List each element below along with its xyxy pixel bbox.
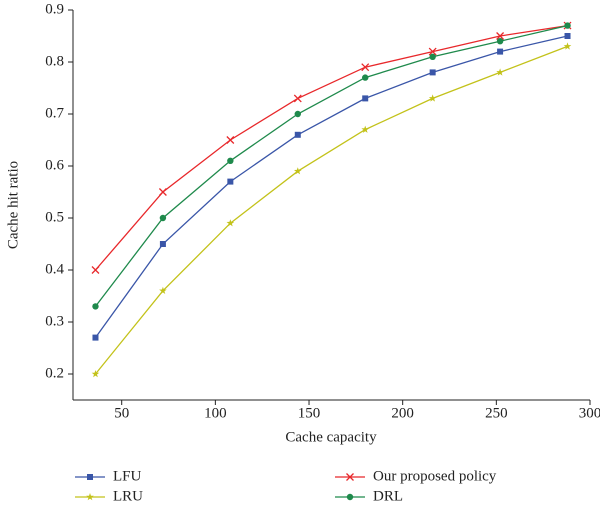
legend-marker <box>87 474 93 480</box>
data-point <box>293 94 302 103</box>
data-point <box>362 74 369 81</box>
data-point <box>91 266 100 274</box>
data-point <box>497 48 504 55</box>
legend-label: LFU <box>113 468 142 484</box>
data-point <box>293 167 302 175</box>
data-point <box>428 94 437 102</box>
y-tick-label: 0.2 <box>45 365 64 381</box>
series-line <box>94 45 568 375</box>
series-line <box>94 24 568 271</box>
data-point <box>496 68 504 76</box>
x-tick-label: 50 <box>114 405 129 421</box>
y-tick-label: 0.4 <box>45 261 64 277</box>
data-point <box>429 69 436 76</box>
data-point <box>226 219 235 227</box>
data-point <box>429 53 436 60</box>
x-tick-label: 100 <box>204 405 227 421</box>
data-point <box>92 334 99 341</box>
y-tick-label: 0.7 <box>45 105 64 121</box>
legend-marker <box>346 493 354 501</box>
y-tick-label: 0.6 <box>45 157 64 173</box>
data-point <box>496 38 504 45</box>
data-point <box>294 110 301 118</box>
data-point <box>361 125 370 133</box>
data-point <box>227 157 234 164</box>
data-point <box>294 131 301 138</box>
legend-label: Our proposed policy <box>373 468 497 484</box>
data-point <box>159 214 167 222</box>
data-point <box>158 188 167 196</box>
data-point <box>91 370 100 378</box>
data-point <box>564 22 571 29</box>
legend-marker <box>86 493 94 501</box>
series-line <box>94 24 568 307</box>
data-point <box>428 47 437 56</box>
data-point <box>226 136 235 144</box>
y-tick-label: 0.9 <box>45 1 64 17</box>
data-point <box>496 32 505 40</box>
data-point <box>361 63 370 72</box>
y-tick-label: 0.3 <box>45 313 64 329</box>
x-axis-label: Cache capacity <box>285 429 377 445</box>
data-point <box>563 42 572 50</box>
data-point <box>159 241 166 247</box>
y-tick-label: 0.5 <box>45 209 64 225</box>
legend-label: DRL <box>373 488 403 504</box>
data-point <box>92 303 99 310</box>
legend-marker <box>346 473 354 481</box>
x-tick-label: 300 <box>579 405 600 421</box>
x-tick-label: 200 <box>391 405 414 421</box>
data-point <box>159 286 167 295</box>
y-axis-label: Cache hit ratio <box>5 161 21 249</box>
y-tick-label: 0.8 <box>45 53 64 69</box>
series-line <box>94 35 568 338</box>
data-point <box>227 178 234 185</box>
x-tick-label: 250 <box>485 405 508 421</box>
x-tick-label: 150 <box>298 405 321 421</box>
data-point <box>362 95 369 102</box>
legend-label: LRU <box>113 488 143 504</box>
data-point <box>564 33 571 39</box>
